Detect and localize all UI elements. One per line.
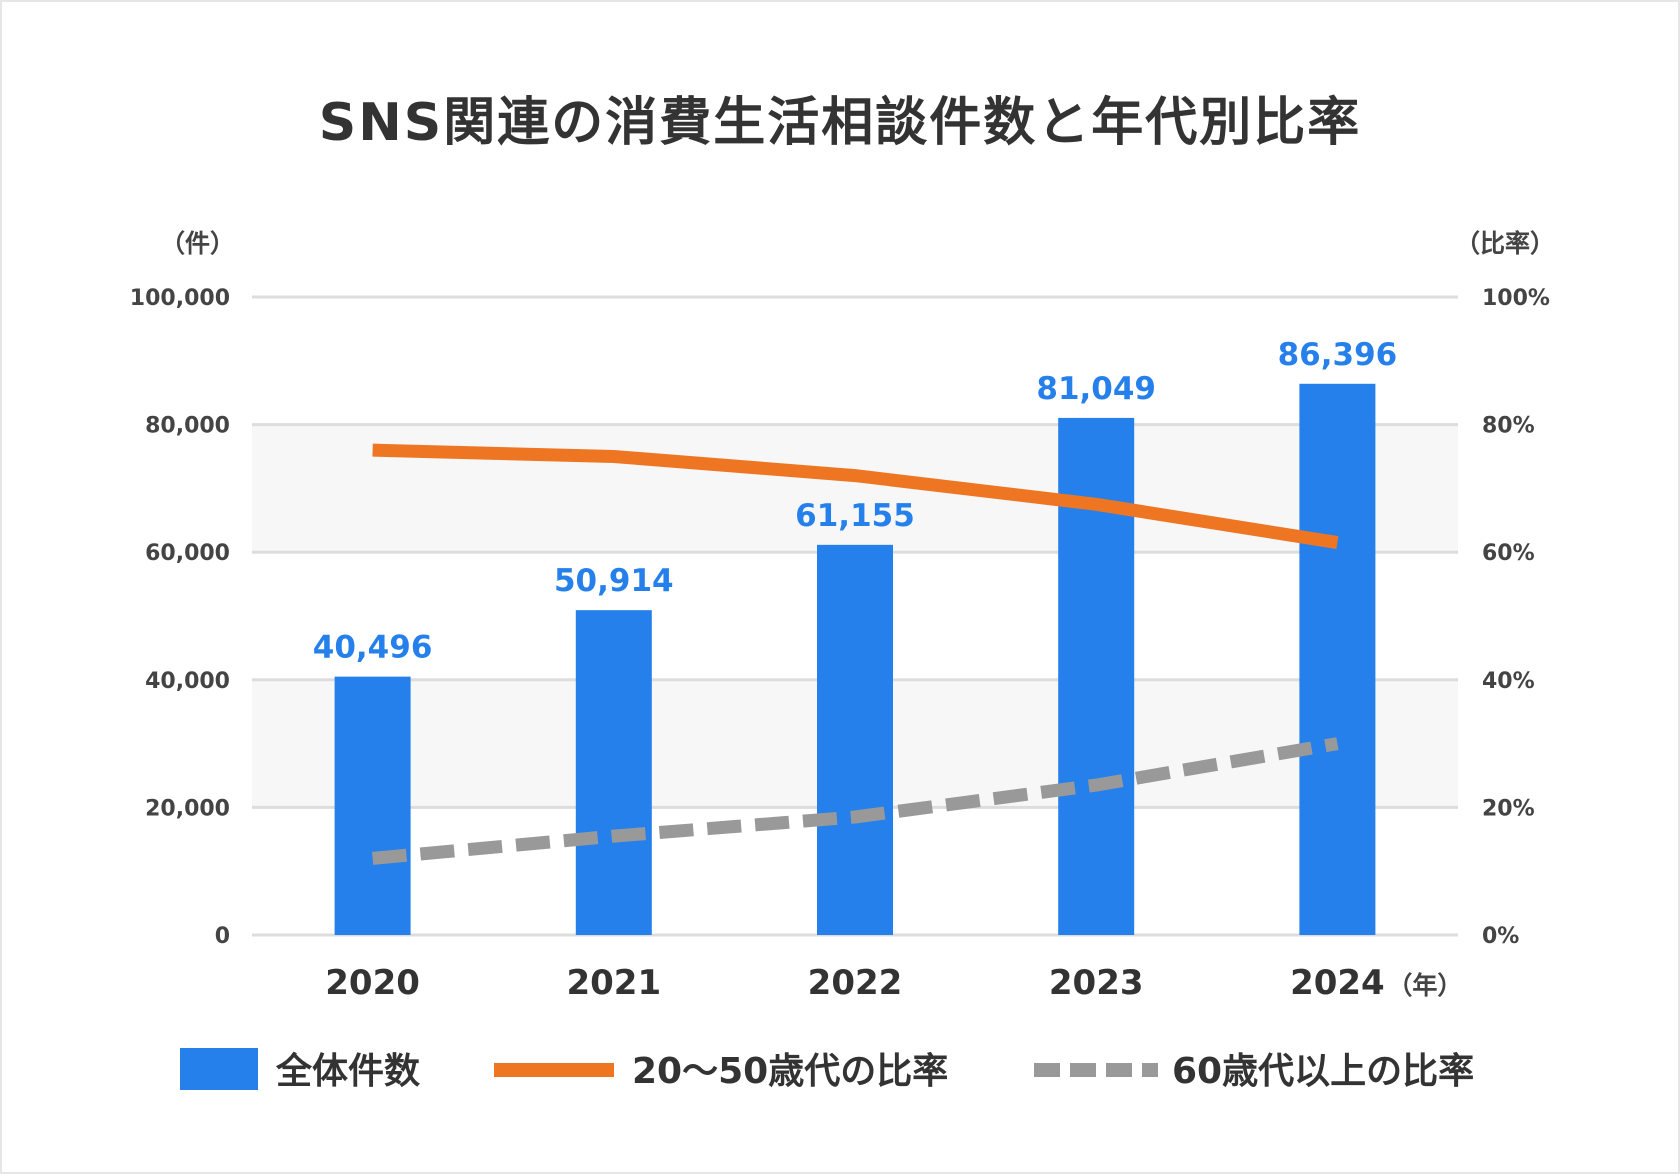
left-axis-unit: （件） (160, 229, 235, 258)
y-tick-label: 40,000 (145, 669, 230, 694)
legend-label: 20〜50歳代の比率 (632, 1051, 948, 1092)
series-line-20-50 (372, 443, 1339, 550)
series-line-60plus (372, 737, 1339, 865)
bar-value-label: 81,049 (1036, 371, 1156, 407)
plot-area: 0 0% 20,000 20% 40,000 40% 60,000 60% 80,000 80% 1… (130, 286, 1550, 1003)
x-tick-label: 2021 (566, 963, 661, 1003)
y2-tick-label: 20% (1482, 796, 1535, 821)
y2-tick-label: 80% (1482, 414, 1535, 439)
x-tick-label: 2022 (808, 963, 903, 1003)
y2-tick-label: 100% (1482, 286, 1550, 311)
bar-value-label: 86,396 (1278, 337, 1398, 373)
y-tick-label: 60,000 (145, 541, 230, 566)
legend-swatch-bar (180, 1048, 258, 1090)
chart-title: SNS関連の消費生活相談件数と年代別比率 (319, 93, 1361, 153)
y-tick-label: 100,000 (130, 286, 230, 311)
y2-tick-label: 40% (1482, 669, 1535, 694)
bar-value-label: 40,496 (313, 630, 433, 666)
x-tick-label: 2020 (325, 963, 420, 1003)
bar-2020 (334, 676, 411, 935)
y-tick-label: 80,000 (145, 414, 230, 439)
x-tick-label: 2023 (1049, 963, 1144, 1003)
bar-2024 (1299, 383, 1376, 935)
y-tick-label: 20,000 (145, 796, 230, 821)
bar-value-label: 50,914 (554, 563, 674, 599)
y2-tick-label: 0% (1482, 924, 1519, 949)
y2-tick-label: 60% (1482, 541, 1535, 566)
x-axis-unit: （年） (1387, 971, 1462, 1000)
legend-label: 60歳代以上の比率 (1172, 1051, 1474, 1092)
legend: 全体件数 20〜50歳代の比率 60歳代以上の比率 (180, 1048, 1474, 1092)
x-tick-label: 2024 (1290, 963, 1385, 1003)
y-tick-label: 0 (215, 924, 230, 949)
bar-2021 (575, 610, 652, 935)
bar-2022 (817, 544, 893, 935)
right-axis-unit: （比率） (1455, 229, 1555, 258)
legend-label: 全体件数 (275, 1050, 420, 1092)
bar-value-label: 61,155 (795, 498, 915, 534)
